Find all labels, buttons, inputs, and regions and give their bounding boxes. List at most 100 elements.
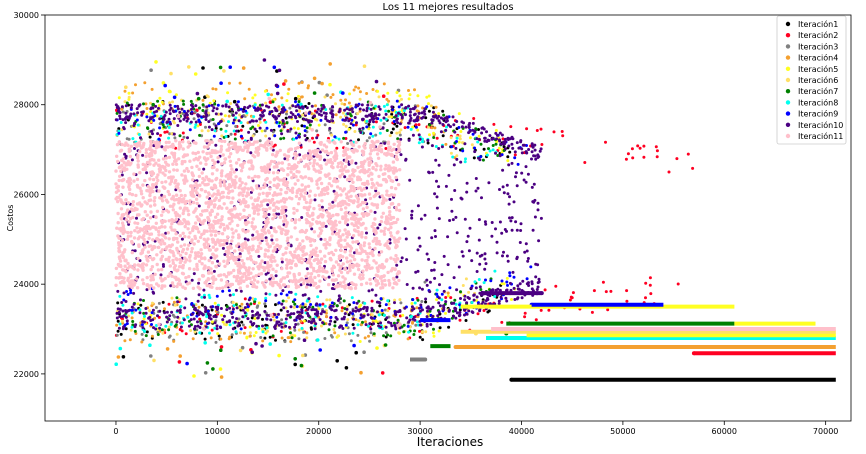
data-point (238, 212, 242, 216)
data-point (233, 206, 237, 210)
data-point (269, 159, 274, 164)
data-point (360, 200, 365, 205)
data-point (219, 81, 223, 85)
data-point (233, 320, 237, 324)
data-point (149, 110, 153, 114)
data-point (533, 154, 537, 158)
data-point (225, 124, 229, 128)
data-point (446, 294, 450, 298)
data-point (435, 136, 439, 140)
data-point (139, 303, 143, 307)
data-point (375, 148, 380, 152)
data-point (145, 164, 149, 168)
data-point (305, 106, 309, 110)
data-point (150, 334, 154, 338)
data-point (263, 252, 267, 256)
data-point (292, 126, 296, 130)
data-point (624, 157, 628, 161)
data-point (372, 322, 375, 326)
data-point (139, 298, 142, 302)
data-point (170, 132, 174, 136)
data-point (304, 185, 308, 189)
data-point (667, 170, 671, 174)
data-point (297, 81, 301, 85)
data-point (313, 114, 317, 118)
data-point (272, 318, 276, 322)
data-point (568, 298, 572, 302)
data-point (217, 273, 221, 278)
data-point (204, 125, 207, 129)
data-point (466, 296, 470, 299)
data-point (483, 136, 487, 140)
data-point (333, 320, 337, 324)
data-point (427, 102, 430, 106)
data-point (169, 322, 173, 326)
data-point (327, 182, 331, 186)
data-point (379, 164, 383, 168)
data-point (272, 178, 276, 182)
data-point (249, 136, 253, 140)
data-point (399, 137, 403, 141)
data-point (302, 319, 306, 323)
data-point (165, 315, 169, 319)
data-point (300, 326, 304, 330)
data-point (129, 144, 133, 148)
data-point (124, 315, 128, 319)
data-point (390, 115, 393, 119)
data-point (476, 140, 480, 144)
data-point (134, 277, 139, 281)
data-point (158, 309, 162, 313)
data-point (177, 278, 181, 283)
data-point (314, 169, 318, 173)
data-point (469, 286, 473, 290)
data-point (155, 253, 159, 257)
data-point (386, 309, 390, 313)
data-point (293, 318, 297, 322)
data-point (265, 126, 269, 130)
data-point (145, 330, 149, 334)
data-point (477, 137, 481, 141)
data-point (282, 106, 286, 110)
data-point (358, 97, 362, 101)
data-point (398, 94, 402, 98)
data-point (510, 228, 514, 232)
data-point (345, 305, 349, 308)
data-point (231, 121, 235, 125)
data-point (162, 264, 165, 268)
data-point (221, 104, 225, 108)
data-point (428, 123, 432, 127)
data-point (224, 103, 228, 107)
data-point (271, 148, 275, 152)
data-point (189, 250, 194, 254)
data-point (420, 330, 424, 334)
data-point (370, 313, 374, 317)
data-point (209, 271, 214, 275)
data-point (182, 318, 186, 322)
data-point (235, 306, 239, 310)
data-point (351, 331, 355, 335)
data-point (425, 95, 429, 99)
data-point (294, 105, 298, 109)
data-point (177, 298, 181, 302)
data-point (229, 164, 233, 168)
data-point (245, 284, 250, 288)
data-point (190, 103, 193, 107)
data-point (465, 312, 469, 316)
data-point (221, 286, 225, 290)
data-point (537, 277, 541, 281)
data-point (461, 254, 465, 258)
data-point (230, 312, 234, 315)
data-point (453, 130, 457, 134)
data-point (451, 155, 455, 159)
data-point (502, 282, 506, 286)
data-point (352, 301, 356, 305)
data-point (361, 207, 366, 211)
data-point (171, 194, 175, 199)
data-point (449, 125, 452, 129)
data-point (116, 355, 121, 359)
data-point (239, 107, 243, 111)
data-point (277, 105, 281, 109)
data-point (433, 276, 437, 280)
data-point (434, 145, 438, 148)
data-point (539, 147, 543, 151)
